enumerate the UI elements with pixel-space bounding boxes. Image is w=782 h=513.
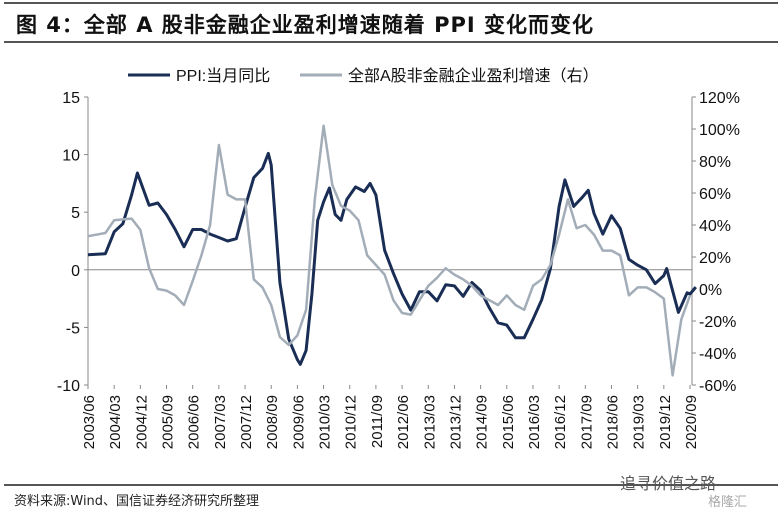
y-right-tick-label: -40% [699, 346, 736, 363]
y-right-tick-label: 20% [699, 250, 731, 267]
title-rule [4, 41, 778, 43]
x-tick-label: 2004/03 [107, 395, 124, 449]
top-rule [4, 2, 778, 4]
y-right-tick-label: -20% [699, 314, 736, 331]
x-tick-label: 2003/06 [81, 395, 98, 449]
x-tick-label: 2013/12 [447, 395, 464, 449]
y-right-tick-label: 100% [699, 122, 740, 139]
y-left-tick-label: -5 [66, 320, 80, 337]
x-tick-label: 2019/12 [657, 395, 674, 449]
x-tick-label: 2013/03 [421, 395, 438, 449]
x-tick-label: 2009/06 [290, 395, 307, 449]
x-tick-label: 2011/09 [369, 395, 386, 448]
x-tick-label: 2020/09 [683, 395, 700, 449]
y-left-tick-label: 5 [71, 205, 80, 222]
y-left-tick-label: 0 [71, 263, 80, 280]
x-tick-label: 2014/09 [474, 395, 491, 449]
y-right-tick-label: 40% [699, 218, 731, 235]
x-tick-label: 2012/06 [395, 395, 412, 449]
x-tick-label: 2007/12 [238, 395, 255, 449]
x-tick-label: 2005/09 [160, 395, 177, 449]
y-right-tick-label: -60% [699, 378, 736, 395]
figure-title: 图 4：全部 A 股非金融企业盈利增速随着 PPI 变化而变化 [16, 13, 595, 37]
watermark: 追寻价值之路 [620, 474, 717, 493]
y-left-tick-label: 10 [62, 148, 80, 165]
ppi-line [87, 151, 697, 366]
x-tick-label: 2008/09 [264, 395, 281, 449]
x-tick-label: 2018/06 [604, 395, 621, 449]
x-tick-label: 2015/06 [500, 395, 517, 449]
x-tick-label: 2004/12 [133, 395, 150, 449]
x-tick-label: 2017/09 [578, 395, 595, 449]
x-tick-label: 2010/03 [317, 395, 334, 449]
x-tick-label: 2006/06 [186, 395, 203, 449]
x-tick-label: 2019/03 [631, 395, 648, 449]
y-left-tick-label: 15 [62, 90, 80, 107]
legend-label: 全部A股非金融企业盈利增速（右） [348, 67, 599, 85]
source-note: 资料来源:Wind、国信证券经济研究所整理 [14, 494, 260, 509]
y-right-tick-label: 0% [699, 282, 722, 299]
y-right-tick-label: 120% [699, 90, 740, 107]
x-tick-label: 2016/12 [552, 395, 569, 449]
bottom-rule [4, 484, 778, 486]
watermark-logo: 格隆汇 [708, 495, 748, 510]
y-left-tick-label: -10 [57, 378, 80, 395]
earnings-growth-line [87, 124, 692, 377]
x-tick-label: 2010/12 [343, 395, 360, 449]
x-tick-label: 2007/03 [212, 395, 229, 449]
y-right-tick-label: 80% [699, 154, 731, 171]
y-right-tick-label: 60% [699, 186, 731, 203]
x-tick-label: 2016/03 [526, 395, 543, 449]
legend-label: PPI:当月同比 [176, 67, 270, 85]
